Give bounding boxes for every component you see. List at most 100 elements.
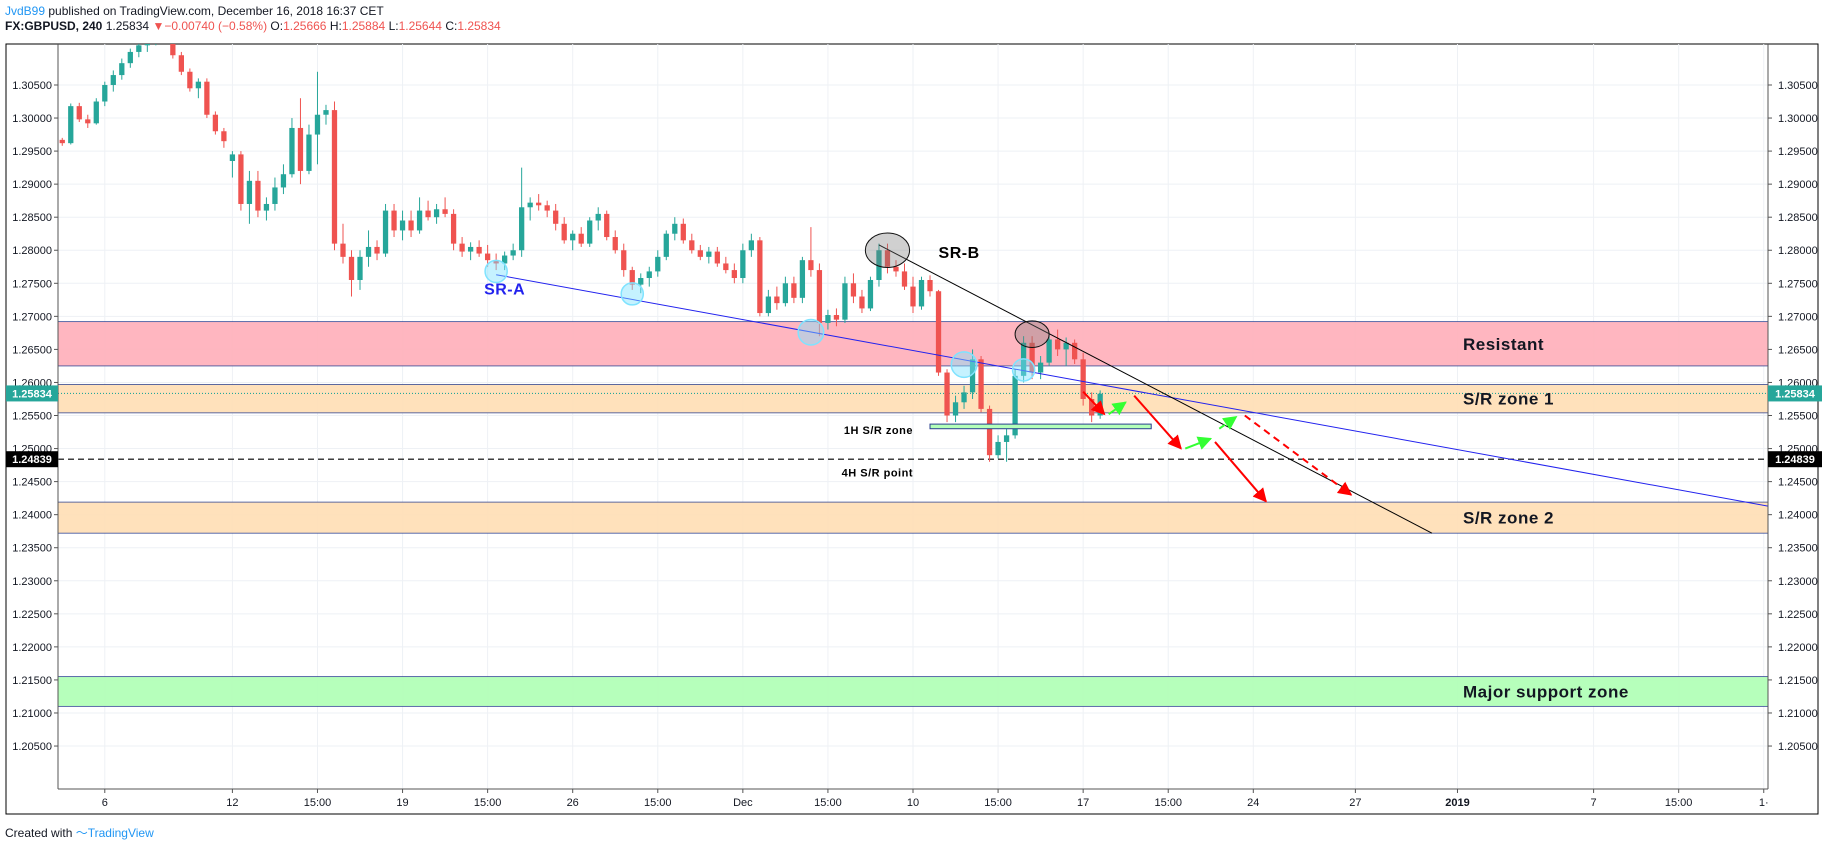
y-tick-label-left: 1.27000 [12, 311, 52, 323]
y-tick-label-left: 1.24000 [12, 510, 52, 522]
y-tick-label-left: 1.29500 [12, 146, 52, 158]
candle-body [570, 233, 576, 241]
candle-body [204, 81, 210, 115]
y-tick-label-left: 1.23000 [12, 576, 52, 588]
annotation-4h-s-r-point: 4H S/R point [842, 467, 913, 479]
candle-body [799, 260, 806, 298]
candle-body [680, 223, 686, 241]
candle-body [382, 210, 389, 254]
candle-body [774, 296, 780, 304]
y-tick-label-left: 1.22500 [12, 609, 52, 621]
candle-body [1046, 339, 1052, 363]
annotation-1h-s-r-zone: 1H S/R zone [844, 425, 913, 437]
candle-body [595, 213, 601, 221]
candle-body [297, 127, 304, 171]
publish-line: JvdB99 published on TradingView.com, Dec… [5, 4, 501, 19]
x-tick-label: 15:00 [1154, 797, 1182, 809]
candle-body [178, 55, 184, 72]
candle-body [119, 63, 125, 76]
candle-body [229, 154, 236, 162]
y-tick-label-right: 1.22500 [1778, 609, 1818, 621]
price-tag-bg [1768, 385, 1822, 402]
candle-body [331, 110, 338, 244]
y-tick-label-right: 1.28000 [1778, 245, 1818, 257]
touch-circle [620, 282, 645, 306]
candle-body [195, 81, 202, 89]
candle-body [187, 71, 193, 89]
author-link[interactable]: JvdB99 [5, 4, 46, 18]
highlight-ellipse [1014, 320, 1050, 348]
candle-body [714, 251, 720, 264]
y-tick-label-right: 1.27000 [1778, 311, 1818, 323]
zone-label: S/R zone 1 [1463, 390, 1554, 409]
candle-body [901, 271, 908, 287]
candle-body [927, 279, 933, 292]
candle-body [663, 233, 669, 257]
candle-body [1063, 342, 1069, 350]
projection-arrow-down [1214, 441, 1267, 503]
candle-body [510, 250, 516, 256]
y-tick-label-right: 1.21000 [1778, 708, 1818, 720]
highlight-ellipse [864, 232, 911, 268]
x-tick-label: 17 [1077, 797, 1089, 809]
candle-body [484, 253, 491, 261]
x-tick-label: 15:00 [304, 797, 332, 809]
ohlc-line: FX:GBPUSD, 240 1.25834 ▼−0.00740 (−0.58%… [5, 19, 501, 34]
y-tick-label-left: 1.23500 [12, 543, 52, 555]
touch-circle [1011, 358, 1036, 382]
candle-body [808, 260, 814, 271]
candle-body [893, 266, 899, 272]
candle-body [246, 180, 253, 204]
low-value: 1.25644 [398, 19, 442, 33]
candle-body [578, 233, 584, 244]
candle-body [1012, 375, 1018, 436]
candle-body [706, 251, 712, 257]
candle-body [425, 210, 431, 218]
candle-body [238, 154, 244, 204]
projection-arrow-up [1108, 401, 1127, 416]
candle-body [935, 291, 942, 373]
x-tick-label: 7 [1591, 797, 1597, 809]
candle-body [1003, 435, 1010, 442]
candle-body [59, 139, 65, 144]
candle-body [127, 51, 133, 64]
candle-body [859, 296, 865, 309]
candle-body [553, 210, 559, 224]
x-tick-label: 24 [1247, 797, 1259, 809]
candle-body [748, 240, 754, 251]
candle-body [646, 271, 652, 279]
x-tick-label: 26 [567, 797, 579, 809]
x-tick-label: 15:00 [814, 797, 842, 809]
y-tick-label-left: 1.30500 [12, 80, 52, 92]
candle-body [969, 359, 976, 393]
candle-body [791, 283, 797, 298]
candle-body [314, 114, 321, 135]
candle-body [68, 106, 74, 144]
y-tick-label-left: 1.22000 [12, 642, 52, 654]
x-tick-label: 10 [907, 797, 919, 809]
candle-body [221, 131, 227, 142]
x-tick-label: 6 [102, 797, 108, 809]
y-tick-label-left: 1.21500 [12, 675, 52, 687]
candle-body [280, 174, 287, 188]
tradingview-logo-icon[interactable]: 〜 [75, 826, 88, 840]
y-tick-label-right: 1.29500 [1778, 146, 1818, 158]
annotation-sr-b: SR-B [939, 245, 980, 262]
price-tag-bg [6, 385, 58, 402]
candle-body [85, 119, 91, 124]
candle-body [536, 202, 542, 206]
trendline-sr-a [496, 274, 1768, 507]
axes-layer: 1.30500 1.30500 1.30000 1.30000 1.29500 1.295… [6, 80, 1822, 809]
candle-body [323, 110, 329, 115]
candle-body [1054, 339, 1061, 350]
candle-body [638, 278, 644, 285]
candle-body [833, 315, 840, 320]
candle-body [944, 372, 950, 416]
symbol-label[interactable]: FX:GBPUSD, 240 [5, 19, 103, 33]
candle-body [986, 408, 993, 456]
tradingview-brand[interactable]: TradingView [87, 826, 154, 840]
candle-body [978, 359, 984, 409]
candle-body [442, 209, 448, 214]
x-tick-label: Dec [733, 797, 753, 809]
